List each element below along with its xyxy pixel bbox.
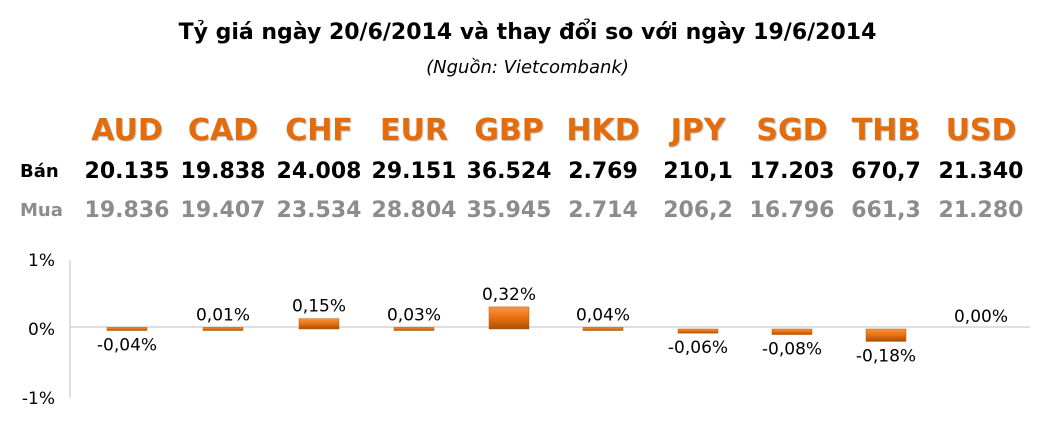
sell-rate-hkd: 2.769 xyxy=(568,159,638,184)
data-label-gbp: 0,32% xyxy=(482,285,536,305)
bar-hkd xyxy=(582,327,624,331)
sell-rate-chf: 24.008 xyxy=(276,159,362,184)
buy-row-label: Mua xyxy=(20,200,63,221)
sell-row-label: Bán xyxy=(20,161,59,182)
data-label-eur: 0,03% xyxy=(387,306,441,326)
bar-thb xyxy=(865,328,907,342)
data-label-hkd: 0,04% xyxy=(576,306,630,326)
buy-rate-hkd: 2.714 xyxy=(568,198,638,223)
bar-sgd xyxy=(771,328,813,335)
chart-subtitle: (Nguồn: Vietcombank) xyxy=(426,57,629,78)
buy-rate-chf: 23.534 xyxy=(276,198,362,223)
data-label-cad: 0,01% xyxy=(196,306,250,326)
currency-code-jpy: JPY xyxy=(670,113,726,148)
buy-rate-eur: 28.804 xyxy=(371,198,457,223)
data-label-usd: 0,00% xyxy=(954,307,1008,327)
sell-rate-usd: 21.340 xyxy=(938,159,1024,184)
data-label-aud: -0,04% xyxy=(97,336,157,356)
sell-rate-jpy: 210,1 xyxy=(663,159,733,184)
currency-code-sgd: SGD xyxy=(756,113,828,148)
buy-rate-jpy: 206,2 xyxy=(663,198,733,223)
buy-rate-cad: 19.407 xyxy=(180,198,266,223)
data-label-sgd: -0,08% xyxy=(762,340,822,360)
data-label-chf: 0,15% xyxy=(292,297,346,317)
bar-chf xyxy=(298,318,340,330)
currency-code-eur: EUR xyxy=(380,113,448,148)
currency-code-usd: USD xyxy=(945,113,1017,148)
buy-rate-aud: 19.836 xyxy=(84,198,170,223)
currency-code-cad: CAD xyxy=(187,113,259,148)
chart-title: Tỷ giá ngày 20/6/2014 và thay đổi so với… xyxy=(178,20,877,45)
buy-rate-gbp: 35.945 xyxy=(466,198,552,223)
buy-rate-sgd: 16.796 xyxy=(749,198,835,223)
buy-rate-thb: 661,3 xyxy=(851,198,921,223)
y-tick-label: 0% xyxy=(28,320,55,340)
buy-rate-usd: 21.280 xyxy=(938,198,1024,223)
bar-cad xyxy=(202,327,244,331)
data-label-thb: -0,18% xyxy=(856,346,916,366)
bar-aud xyxy=(106,327,148,331)
currency-code-chf: CHF xyxy=(285,113,353,148)
y-tick-label: 1% xyxy=(28,251,55,271)
bar-jpy xyxy=(677,328,719,334)
sell-rate-eur: 29.151 xyxy=(371,159,457,184)
sell-rate-cad: 19.838 xyxy=(180,159,266,184)
bar-eur xyxy=(393,327,435,331)
sell-rate-sgd: 17.203 xyxy=(749,159,835,184)
currency-code-thb: THB xyxy=(851,113,921,148)
y-tick-label: -1% xyxy=(22,389,55,409)
sell-rate-aud: 20.135 xyxy=(84,159,170,184)
sell-rate-thb: 670,7 xyxy=(851,159,921,184)
currency-code-gbp: GBP xyxy=(474,113,544,148)
currency-code-aud: AUD xyxy=(91,113,163,148)
currency-code-hkd: HKD xyxy=(566,113,640,148)
bar-gbp xyxy=(488,306,530,330)
sell-rate-gbp: 36.524 xyxy=(466,159,552,184)
data-label-jpy: -0,06% xyxy=(668,338,728,358)
